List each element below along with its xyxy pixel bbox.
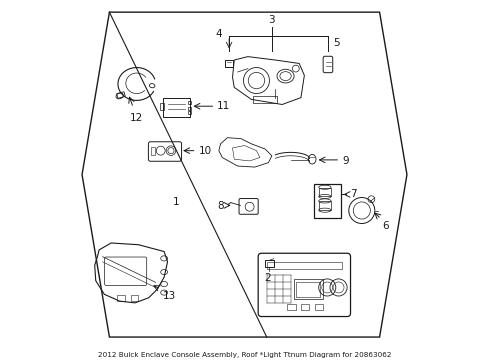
Text: 5: 5	[333, 38, 339, 48]
Bar	[313, 184, 340, 218]
Text: 3: 3	[268, 15, 275, 25]
Bar	[252, 96, 276, 103]
Text: 12: 12	[130, 113, 143, 123]
Bar	[314, 304, 323, 310]
Bar	[131, 295, 138, 301]
Bar	[296, 282, 320, 297]
Bar	[151, 147, 155, 155]
Bar	[286, 304, 295, 310]
Bar	[300, 304, 309, 310]
Text: 2012 Buick Enclave Console Assembly, Roof *Light Ttnum Diagram for 20863062: 2012 Buick Enclave Console Assembly, Roo…	[98, 352, 390, 358]
Bar	[224, 60, 232, 67]
Bar	[160, 103, 164, 110]
Bar	[117, 92, 125, 98]
Text: 2: 2	[264, 273, 270, 283]
Text: 6: 6	[381, 221, 388, 231]
Bar	[188, 107, 191, 110]
Bar	[318, 188, 330, 197]
Bar	[264, 260, 273, 267]
Bar	[318, 201, 330, 210]
Text: 1: 1	[172, 197, 179, 207]
Text: 9: 9	[341, 156, 348, 166]
Text: 7: 7	[350, 189, 356, 199]
Bar	[266, 262, 341, 269]
Text: 10: 10	[198, 146, 211, 156]
Text: 4: 4	[215, 30, 222, 39]
Bar	[117, 295, 124, 301]
Bar	[188, 101, 191, 104]
Text: 11: 11	[217, 101, 230, 111]
Bar	[188, 111, 191, 114]
Text: 13: 13	[162, 291, 175, 301]
Text: 8: 8	[217, 201, 224, 211]
Bar	[293, 279, 323, 300]
